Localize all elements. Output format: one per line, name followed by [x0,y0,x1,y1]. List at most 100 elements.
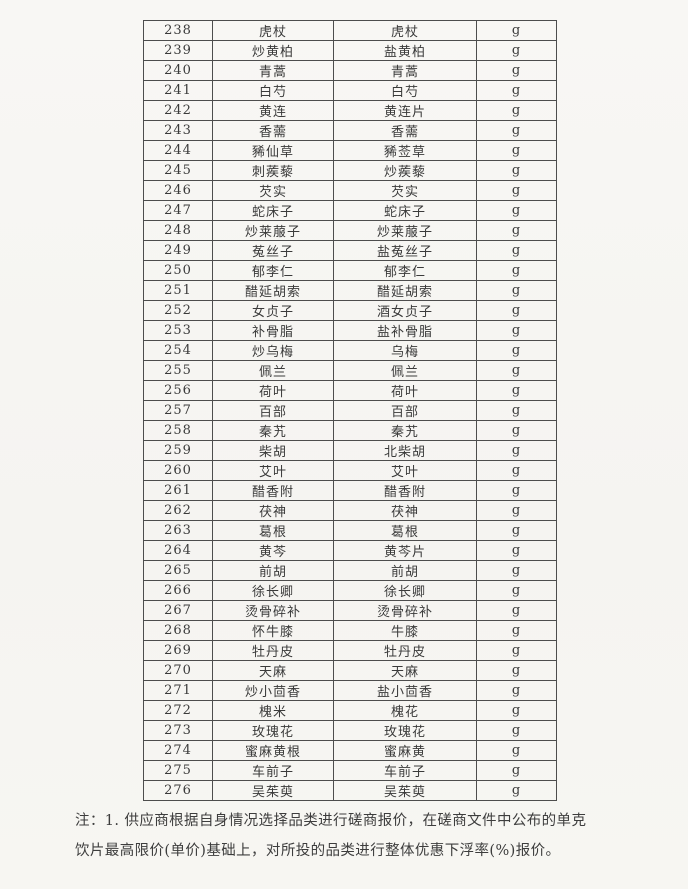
table-row: 252 女贞子 酒女贞子 g [143,300,557,321]
table-row: 258 秦艽 秦艽 g [143,420,557,441]
medicine-spec-cell: 炒莱菔子 [333,220,477,241]
table-row: 244 豨仙草 豨莶草 g [143,140,557,161]
medicine-spec-cell: 蜜麻黄 [333,740,477,761]
medicine-spec-cell: 天麻 [333,660,477,681]
medicine-name-cell: 刺蒺藜 [212,160,334,181]
table-row: 251 醋延胡索 醋延胡索 g [143,280,557,301]
medicine-spec-cell: 盐补骨脂 [333,320,477,341]
medicine-spec-cell: 乌梅 [333,340,477,361]
unit-cell: g [476,80,557,101]
row-number-cell: 253 [143,320,213,341]
medicine-name-cell: 茯神 [212,500,334,521]
medicine-spec-cell: 香薷 [333,120,477,141]
medicine-spec-cell: 青蒿 [333,60,477,81]
footnote: 注：1. 供应商根据自身情况选择品类进行磋商报价，在磋商文件中公布的单克 饮片最… [75,806,620,866]
medicine-spec-cell: 白芍 [333,80,477,101]
table-row: 264 黄芩 黄芩片 g [143,540,557,561]
row-number-cell: 258 [143,420,213,441]
row-number-cell: 250 [143,260,213,281]
medicine-spec-cell: 酒女贞子 [333,300,477,321]
medicine-name-cell: 怀牛膝 [212,620,334,641]
medicine-name-cell: 蛇床子 [212,200,334,221]
table-row: 276 吴茱萸 吴茱萸 g [143,780,557,801]
unit-cell: g [476,520,557,541]
row-number-cell: 244 [143,140,213,161]
table-row: 250 郁李仁 郁李仁 g [143,260,557,281]
medicine-name-cell: 佩兰 [212,360,334,381]
row-number-cell: 261 [143,480,213,501]
table-row: 238 虎杖 虎杖 g [143,20,557,41]
unit-cell: g [476,740,557,761]
medicine-spec-cell: 葛根 [333,520,477,541]
table-row: 274 蜜麻黄根 蜜麻黄 g [143,740,557,761]
table-row: 265 前胡 前胡 g [143,560,557,581]
medicine-spec-cell: 醋延胡索 [333,280,477,301]
medicine-spec-cell: 玫瑰花 [333,720,477,741]
medicine-name-cell: 补骨脂 [212,320,334,341]
medicine-name-cell: 葛根 [212,520,334,541]
medicine-spec-cell: 牡丹皮 [333,640,477,661]
unit-cell: g [476,180,557,201]
medicine-spec-cell: 黄连片 [333,100,477,121]
row-number-cell: 276 [143,780,213,801]
medicine-spec-cell: 荷叶 [333,380,477,401]
medicine-name-cell: 柴胡 [212,440,334,461]
medicine-spec-cell: 百部 [333,400,477,421]
medicine-name-cell: 车前子 [212,760,334,781]
row-number-cell: 249 [143,240,213,261]
medicine-name-cell: 菟丝子 [212,240,334,261]
medicine-spec-cell: 艾叶 [333,460,477,481]
row-number-cell: 251 [143,280,213,301]
row-number-cell: 260 [143,460,213,481]
footnote-line-1: 注：1. 供应商根据自身情况选择品类进行磋商报价，在磋商文件中公布的单克 [75,813,587,829]
row-number-cell: 243 [143,120,213,141]
row-number-cell: 259 [143,440,213,461]
table-row: 269 牡丹皮 牡丹皮 g [143,640,557,661]
medicine-spec-cell: 秦艽 [333,420,477,441]
table-row: 273 玫瑰花 玫瑰花 g [143,720,557,741]
row-number-cell: 247 [143,200,213,221]
table-row: 254 炒乌梅 乌梅 g [143,340,557,361]
medicine-name-cell: 烫骨碎补 [212,600,334,621]
unit-cell: g [476,340,557,361]
medicine-spec-cell: 槐花 [333,700,477,721]
unit-cell: g [476,480,557,501]
row-number-cell: 257 [143,400,213,421]
unit-cell: g [476,400,557,421]
medicine-name-cell: 艾叶 [212,460,334,481]
row-number-cell: 274 [143,740,213,761]
unit-cell: g [476,540,557,561]
row-number-cell: 275 [143,760,213,781]
medicine-name-cell: 炒莱菔子 [212,220,334,241]
unit-cell: g [476,640,557,661]
footnote-line-2: 饮片最高限价(单价)基础上，对所投的品类进行整体优惠下浮率(%)报价。 [75,843,561,859]
table-row: 263 葛根 葛根 g [143,520,557,541]
medicine-spec-cell: 芡实 [333,180,477,201]
row-number-cell: 267 [143,600,213,621]
row-number-cell: 266 [143,580,213,601]
table-row: 268 怀牛膝 牛膝 g [143,620,557,641]
row-number-cell: 268 [143,620,213,641]
medicine-name-cell: 秦艽 [212,420,334,441]
unit-cell: g [476,20,557,41]
medicine-spec-cell: 车前子 [333,760,477,781]
medicine-name-cell: 玫瑰花 [212,720,334,741]
table-row: 240 青蒿 青蒿 g [143,60,557,81]
medicine-spec-cell: 黄芩片 [333,540,477,561]
table-row: 261 醋香附 醋香附 g [143,480,557,501]
unit-cell: g [476,240,557,261]
medicine-spec-cell: 烫骨碎补 [333,600,477,621]
medicine-spec-cell: 蛇床子 [333,200,477,221]
table-row: 259 柴胡 北柴胡 g [143,440,557,461]
medicine-name-cell: 荷叶 [212,380,334,401]
unit-cell: g [476,780,557,801]
medicine-price-table: 238 虎杖 虎杖 g 239 炒黄柏 盐黄柏 g 240 青蒿 青蒿 g 24… [143,20,557,801]
row-number-cell: 240 [143,60,213,81]
medicine-spec-cell: 茯神 [333,500,477,521]
medicine-name-cell: 牡丹皮 [212,640,334,661]
table-row: 266 徐长卿 徐长卿 g [143,580,557,601]
table-row: 249 菟丝子 盐菟丝子 g [143,240,557,261]
table-row: 260 艾叶 艾叶 g [143,460,557,481]
row-number-cell: 256 [143,380,213,401]
unit-cell: g [476,440,557,461]
